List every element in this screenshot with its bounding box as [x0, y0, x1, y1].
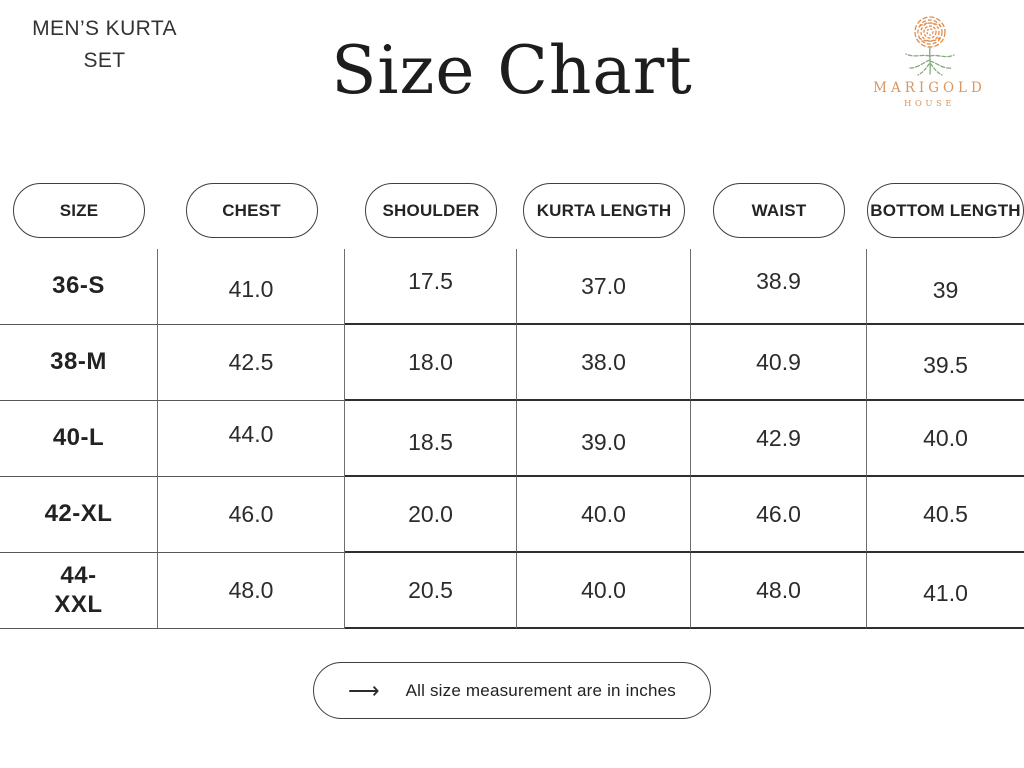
table-row: 42-XL 46.0 20.0 40.0 46.0 40.5: [0, 477, 1024, 553]
measurement-value: 39: [932, 276, 959, 303]
measurement-cell: 40.0: [517, 477, 691, 553]
measurement-cell: 17.5: [345, 249, 517, 325]
right-arrow-icon: ⟶: [348, 677, 380, 703]
product-label: MEN’S KURTA SET: [32, 17, 177, 72]
measurement-cell: 20.5: [345, 553, 517, 629]
measurement-cell: 37.0: [517, 249, 691, 325]
measurement-cell: 38.0: [517, 325, 691, 401]
size-cell: 36-S: [0, 249, 158, 325]
brand-name: MARIGOLD: [873, 80, 986, 96]
measurement-cell: 46.0: [158, 477, 345, 553]
column-header-bottom-length: BOTTOM LENGTH: [867, 183, 1024, 238]
size-cell: 40-L: [0, 401, 158, 477]
size-label: 38-M: [50, 348, 107, 376]
measurement-value: 46.0: [756, 500, 801, 527]
size-cell: 44-XXL: [0, 553, 158, 629]
measurement-cell: 41.0: [158, 249, 345, 325]
measurement-value: 42.9: [756, 424, 801, 451]
measurement-cell: 40.0: [517, 553, 691, 629]
measurement-value: 39.5: [923, 351, 968, 378]
measurement-cell: 40.0: [867, 401, 1024, 477]
measurement-cell: 42.9: [691, 401, 867, 477]
measurement-value: 40.9: [756, 348, 801, 375]
brand-subname: HOUSE: [903, 99, 956, 109]
measurement-note: ⟶ All size measurement are in inches: [313, 662, 711, 719]
measurement-value: 17.5: [408, 267, 453, 294]
measurement-note-text: All size measurement are in inches: [405, 680, 676, 700]
measurement-value: 42.5: [228, 349, 274, 375]
measurement-value: 18.5: [408, 428, 453, 455]
table-row: 40-L 44.0 18.5 39.0 42.9 40.0: [0, 401, 1024, 477]
measurement-value: 48.0: [228, 577, 274, 603]
measurement-cell: 48.0: [691, 553, 867, 629]
measurement-cell: 40.9: [691, 325, 867, 401]
table-row: 36-S 41.0 17.5 37.0 38.9 39: [0, 249, 1024, 325]
column-header-shoulder: SHOULDER: [365, 183, 497, 238]
table-row: 38-M 42.5 18.0 38.0 40.9 39.5: [0, 325, 1024, 401]
measurement-value: 20.5: [408, 576, 453, 603]
measurement-value: 37.0: [581, 272, 626, 299]
column-header-kurta-length: KURTA LENGTH: [522, 183, 686, 238]
measurement-cell: 39.0: [517, 401, 691, 477]
table-row: 44-XXL 48.0 20.5 40.0 48.0 41.0: [0, 553, 1024, 629]
size-label: 42-XL: [44, 500, 113, 528]
measurement-value: 20.0: [408, 500, 453, 527]
measurement-value: 46.0: [228, 501, 274, 527]
table-body: 36-S 41.0 17.5 37.0 38.9 39 38-M 42.5 18.0 38.0 40…: [0, 249, 1024, 629]
measurement-value: 38.9: [756, 267, 801, 294]
column-header-waist: WAIST: [713, 183, 845, 238]
measurement-cell: 18.0: [345, 325, 517, 401]
measurement-value: 18.0: [408, 348, 453, 375]
measurement-cell: 20.0: [345, 477, 517, 553]
measurement-cell: 41.0: [867, 553, 1024, 629]
measurement-value: 40.5: [923, 500, 968, 527]
measurement-cell: 38.9: [691, 249, 867, 325]
size-label: 40-L: [52, 424, 105, 452]
measurement-cell: 46.0: [691, 477, 867, 553]
measurement-value: 44.0: [228, 421, 274, 447]
measurement-value: 38.0: [581, 348, 626, 375]
table-header-row: SIZE CHEST SHOULDER KURTA LENGTH WAIST B…: [0, 181, 1024, 240]
measurement-cell: 39: [867, 249, 1024, 325]
size-label: 36-S: [52, 272, 105, 300]
size-cell: 42-XL: [0, 477, 158, 553]
measurement-value: 40.0: [581, 500, 626, 527]
measurement-cell: 42.5: [158, 325, 345, 401]
column-header-chest: CHEST: [185, 183, 318, 238]
measurement-cell: 40.5: [867, 477, 1024, 553]
page-title: Size Chart: [331, 32, 693, 109]
measurement-cell: 39.5: [867, 325, 1024, 401]
measurement-value: 40.0: [923, 424, 968, 451]
size-label: 44-XXL: [54, 561, 103, 618]
measurement-value: 39.0: [581, 428, 626, 455]
measurement-value: 48.0: [756, 576, 801, 603]
marigold-flower-icon: [904, 16, 955, 76]
measurement-value: 40.0: [581, 576, 626, 603]
measurement-cell: 48.0: [158, 553, 345, 629]
measurement-cell: 44.0: [158, 401, 345, 477]
column-header-size: SIZE: [13, 183, 145, 238]
measurement-value: 41.0: [923, 579, 968, 606]
brand-logo: MARIGOLD HOUSE: [857, 12, 1002, 109]
size-cell: 38-M: [0, 325, 158, 401]
measurement-cell: 18.5: [345, 401, 517, 477]
measurement-value: 41.0: [228, 276, 274, 302]
